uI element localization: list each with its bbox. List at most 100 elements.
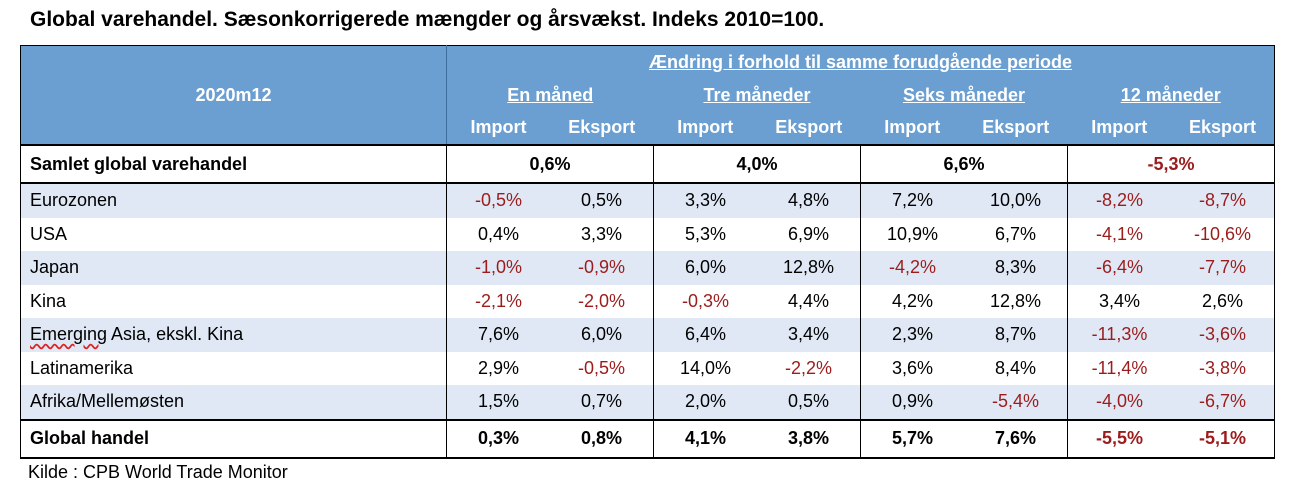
value-cell: -4,2% [860,251,964,285]
value-cell: 6,0% [653,251,757,285]
value-cell: 12,8% [989,290,1042,311]
value-cell: 10,9% [860,217,964,251]
value-cell: 7,6% [964,418,1068,459]
value-cell: -5,4% [964,385,1068,420]
value-cell: 5,3% [653,217,757,251]
value-cell: -4,0% [1067,385,1171,420]
table-row: Eurozonen -0,5% 0,5% 3,3% 4,8% 7,2% 10,0% -8,2%… [20,183,1275,218]
row-label: Latinamerika [30,357,134,378]
value-cell: 4,2% [860,284,964,318]
table-row: Emerging Asia, ekskl. Kina 7,6% 6,0% 6,4% 3,… [20,318,1275,352]
value-cell: 8,7% [964,318,1068,352]
value-cell: 3,3% [653,183,757,218]
value-cell: -3,6% [1171,318,1275,352]
period-header: En måned [507,84,594,105]
value-cell: 0,5% [757,385,861,420]
value-cell: 6,0% [550,318,654,352]
row-label: Japan [30,257,80,278]
table-row: Afrika/Mellemøsten 1,5% 0,7% 2,0% 0,5% 0,9% -5… [20,385,1275,420]
value-cell: 0,9% [860,385,964,420]
value-cell: -11,3% [1067,318,1171,352]
value-cell: -0,5% [446,183,550,218]
subcolumn-header: Eksport [1171,111,1275,145]
subcolumn-header: Import [653,111,757,145]
value-cell: -11,4% [1067,351,1171,385]
value-cell: 7,2% [860,183,964,218]
table-body: Samlet global varehandel 0,6% 4,0% 6,6% … [20,144,1275,459]
period-header: 12 måneder [1120,84,1221,105]
value-cell: 3,8% [757,418,861,459]
table-row: Kina -2,1% -2,0% -0,3% 4,4% 4,2% 12,8% 3,4% 2,6% [21,284,1275,318]
value-cell: 6,4% [653,318,757,352]
total-row: Samlet global varehandel 0,6% 4,0% 6,6% … [20,144,1275,184]
table-row: Japan -1,0% -0,9% 6,0% 12,8% -4,2% 8,3% -6,4% -7… [20,251,1275,285]
value-cell: 0,3% [446,418,550,459]
value-cell: 1,5% [446,385,550,420]
value-cell: 7,6% [446,318,550,352]
value-cell: 4,1% [653,418,757,459]
total-cell: -5,3% [1066,144,1275,184]
value-cell: 5,7% [860,418,964,459]
total-cell: 4,0% [653,144,861,184]
table-row: USA 0,4% 3,3% 5,3% 6,9% 10,9% 6,7% -4,1% -10,6% [21,217,1275,251]
table-row: Latinamerika 2,9% -0,5% 14,0% -2,2% 3,6% 8,4% -… [21,351,1275,385]
value-cell: -10,6% [1193,223,1252,244]
spellcheck-mark: Emerging [30,324,108,345]
value-cell: 10,0% [964,183,1068,218]
value-cell: 6,9% [787,223,830,244]
value-cell: 0,8% [550,418,654,459]
value-cell: -5,5% [1067,418,1171,459]
value-cell: -4,1% [1067,217,1171,251]
value-cell: 8,3% [964,251,1068,285]
value-cell: -1,0% [446,251,550,285]
subcolumn-header: Eksport [550,111,654,145]
value-cell: -5,1% [1171,418,1275,459]
value-cell: 3,3% [580,223,623,244]
value-cell: -2,1% [446,284,550,318]
value-cell: 8,4% [994,357,1037,378]
value-cell: -2,2% [784,357,833,378]
value-cell: -0,9% [550,251,654,285]
subcolumn-header: Eksport [964,111,1068,145]
value-cell: 0,5% [550,183,654,218]
value-cell: 14,0% [653,351,757,385]
row-label: USA [30,223,68,244]
value-cell: 2,0% [653,385,757,420]
corner-label: 2020m12 [20,45,447,145]
value-cell: 3,4% [1067,284,1171,318]
value-cell: 2,9% [446,351,550,385]
period-header: Tre måneder [703,84,811,105]
group-header: Ændring i forhold til samme forudgående … [649,52,1073,72]
value-cell: 6,7% [994,223,1037,244]
total-cell: 6,6% [860,144,1068,184]
subcolumn-header: Import [860,111,964,145]
value-cell: 2,3% [860,318,964,352]
value-cell: 2,6% [1202,290,1244,311]
value-cell: -0,3% [653,284,757,318]
value-cell: 0,4% [446,217,550,251]
value-cell: -8,7% [1171,183,1275,218]
value-cell: 4,8% [757,183,861,218]
value-cell: 0,7% [550,385,654,420]
value-cell: -0,5% [577,357,626,378]
global-row: Global handel 0,3% 0,8% 4,1% 3,8% 5,7% 7,6% -5,… [20,418,1275,459]
total-cell: 0,6% [446,144,654,184]
value-cell: 12,8% [757,251,861,285]
value-cell: -8,2% [1067,183,1171,218]
source-note: Kilde : CPB World Trade Monitor [28,462,288,482]
subcolumn-header: Eksport [757,111,861,145]
value-cell: 3,6% [860,351,964,385]
value-cell: 4,4% [787,290,830,311]
subcolumn-header: Import [446,111,550,145]
table-header: 2020m12 Ændring i forhold til samme foru… [20,45,1275,145]
trade-table: 2020m12 Ændring i forhold til samme foru… [20,45,1276,459]
row-label: Emerging Asia, ekskl. Kina [30,324,244,345]
value-cell: -6,7% [1171,385,1275,420]
row-label: Global handel [30,428,150,448]
subcolumn-header: Import [1067,111,1171,145]
row-label: Eurozonen [30,190,118,211]
period-header: Seks måneder [902,84,1026,105]
value-cell: -7,7% [1171,251,1275,285]
value-cell: 3,4% [757,318,861,352]
row-label: Samlet global varehandel [20,144,447,184]
